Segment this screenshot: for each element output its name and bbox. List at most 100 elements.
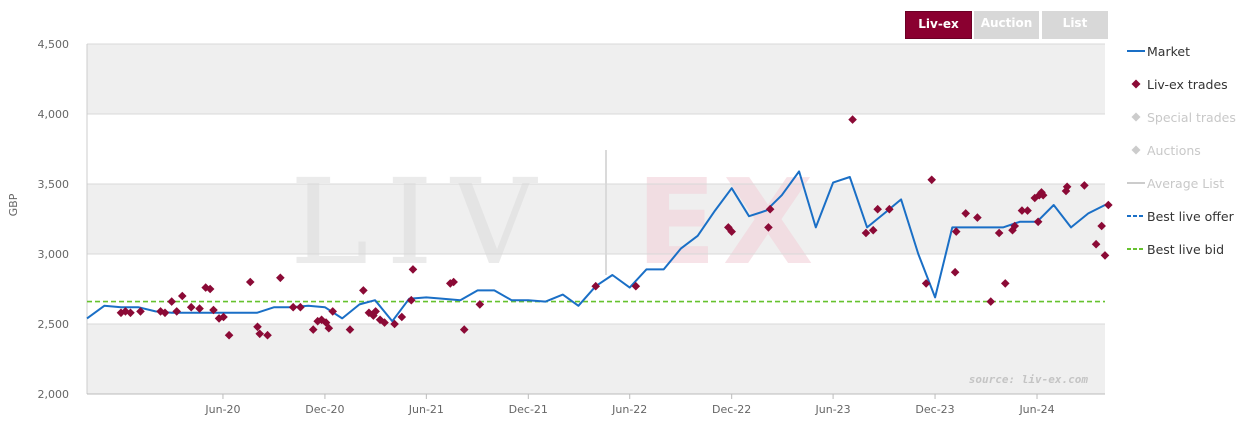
trade-point[interactable] [296,302,305,312]
trade-point[interactable] [186,302,196,312]
trade-point[interactable] [631,281,641,291]
plot-band [87,114,1105,184]
legend-item-best-live-offer[interactable]: Best live offer [1125,207,1241,240]
trade-point[interactable] [973,213,982,222]
trade-point[interactable] [224,330,234,340]
trade-point[interactable] [288,302,298,312]
tab-auction[interactable]: Auction [974,11,1039,39]
x-tick-label: Jun-20 [204,403,240,416]
trade-point[interactable] [406,295,416,305]
legend-item-market[interactable]: Market [1125,42,1241,75]
trade-point[interactable] [868,225,878,235]
x-tick-label: Dec-21 [509,403,548,416]
trade-point[interactable] [369,311,378,320]
trade-point[interactable] [121,307,130,316]
trade-point[interactable] [255,329,265,339]
trade-point[interactable] [408,265,418,274]
trade-point[interactable] [209,305,218,315]
trade-point[interactable] [951,227,961,236]
legend-item-special-trades[interactable]: Special trades [1125,108,1241,141]
trade-point[interactable] [591,281,601,291]
trade-point[interactable] [195,304,204,313]
trade-point[interactable] [214,314,224,323]
trade-point[interactable] [1091,239,1101,249]
trade-point[interactable] [136,307,145,316]
trade-point[interactable] [1062,182,1072,192]
x-tick-label: Jun-21 [408,403,444,416]
trade-point[interactable] [1033,217,1043,227]
tab-list[interactable]: List [1042,11,1108,39]
trade-point[interactable] [1000,279,1010,288]
trade-point[interactable] [359,286,368,295]
trade-point[interactable] [364,308,374,318]
trade-point[interactable] [885,204,894,214]
trade-point[interactable] [1010,221,1020,231]
x-tick-label: Dec-22 [712,403,751,416]
trade-point[interactable] [961,209,971,218]
trade-point[interactable] [375,315,385,325]
trade-point[interactable] [201,283,210,292]
trade-point[interactable] [324,323,334,333]
trade-point[interactable] [126,308,135,318]
trade-point[interactable] [253,322,262,332]
legend-item-best-live-bid[interactable]: Best live bid [1125,240,1241,273]
trade-point[interactable] [219,312,228,322]
y-tick-label: 4,000 [38,108,70,121]
trade-point[interactable] [308,325,318,334]
trade-point[interactable] [459,325,469,334]
x-axis: Jun-20 Dec-20 Jun-21 Dec-21 Jun-22 Dec-22 Jun-… [87,393,1105,416]
trade-point[interactable] [1100,251,1110,260]
trade-point[interactable] [397,312,407,322]
legend-symbol [1131,79,1141,89]
trade-point[interactable] [245,277,255,287]
trade-point[interactable] [177,291,187,301]
legend-symbol [1127,182,1145,184]
trade-point[interactable] [727,227,736,236]
trade-point[interactable] [1017,206,1027,215]
trade-point[interactable] [1023,206,1032,215]
trade-point[interactable] [371,307,380,316]
trade-point[interactable] [445,279,455,288]
trade-point[interactable] [848,115,857,124]
trade-point[interactable] [765,204,775,214]
trade-point[interactable] [276,273,285,283]
trade-point[interactable] [994,228,1004,238]
trade-point[interactable] [861,228,871,238]
trade-point[interactable] [263,330,272,340]
trade-point[interactable] [313,316,322,326]
source-credit: source: liv-ex.com [969,373,1089,386]
trade-point[interactable] [390,319,399,329]
trade-point[interactable] [156,307,165,316]
chart-legend: Market Liv-ex trades Special trades Auction… [1125,42,1241,273]
trade-point[interactable] [1097,221,1106,231]
trade-point[interactable] [921,279,931,288]
plot-band [87,324,1105,394]
trade-point[interactable] [950,267,960,277]
legend-item-auctions[interactable]: Auctions [1125,141,1241,174]
trade-point[interactable] [317,315,326,325]
trade-point[interactable] [986,297,996,306]
legend-item-liv-ex-trades[interactable]: Liv-ex trades [1125,75,1241,108]
tab-liv-ex[interactable]: Liv-ex [905,11,972,39]
trade-point[interactable] [1080,181,1089,190]
legend-label: Auctions [1147,143,1201,158]
legend-symbol [1127,50,1145,52]
trade-point[interactable] [927,175,937,185]
trade-point[interactable] [167,297,176,306]
trade-point[interactable] [764,223,773,232]
trade-point[interactable] [160,308,170,318]
y-axis: 2,000 2,500 3,000 3,500 4,000 4,500 [38,38,88,401]
trade-point[interactable] [873,204,882,214]
legend-label: Best live bid [1147,242,1225,257]
trade-point[interactable] [205,284,215,294]
trade-point[interactable] [345,325,355,334]
trade-point[interactable] [172,307,182,316]
trade-point[interactable] [475,300,485,309]
trade-point[interactable] [328,307,338,316]
trade-point[interactable] [1038,190,1048,200]
trade-point[interactable] [1104,200,1113,210]
trade-point[interactable] [380,318,389,327]
legend-item-average-list[interactable]: Average List [1125,174,1241,207]
trade-point[interactable] [449,277,458,287]
